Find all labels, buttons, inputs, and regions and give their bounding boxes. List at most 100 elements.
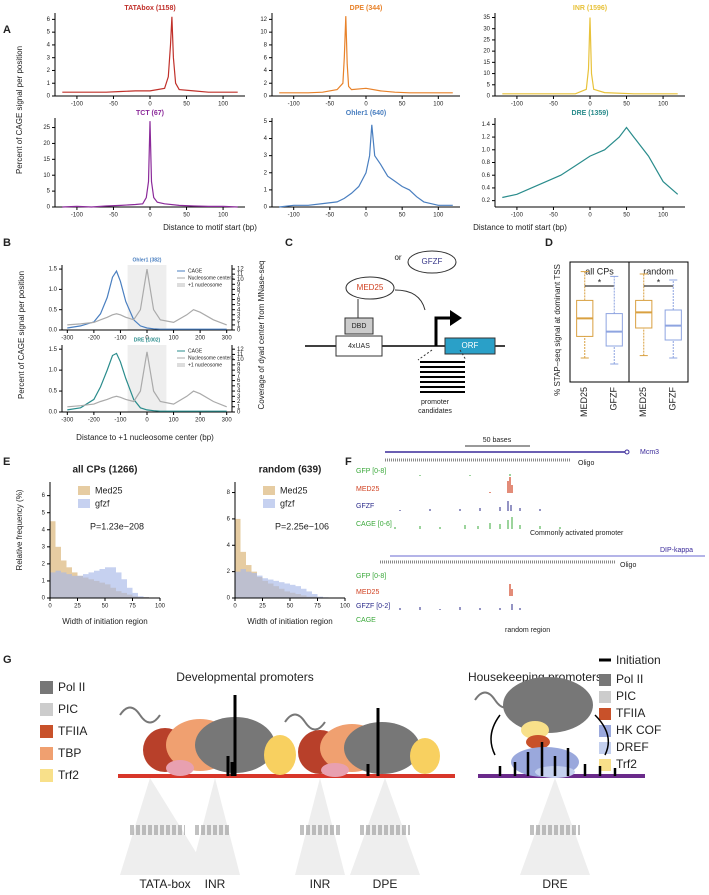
x-tick-label: 100 bbox=[433, 213, 444, 219]
y-tick-label: 30 bbox=[483, 26, 490, 32]
chart-title: INR (1596) bbox=[573, 5, 607, 12]
x-tick-label: GFZF bbox=[668, 387, 678, 411]
legend-label: Nucleosome centers bbox=[188, 355, 234, 361]
y-tick-label: 12 bbox=[260, 17, 267, 23]
legend-label: CAGE bbox=[188, 268, 203, 274]
swatch bbox=[599, 708, 611, 720]
med25-shape bbox=[345, 276, 395, 300]
swatch bbox=[599, 742, 611, 754]
legend-label: gfzf bbox=[280, 498, 295, 508]
track-label: MED25 bbox=[356, 589, 379, 596]
label: candidates bbox=[418, 408, 452, 415]
bar bbox=[235, 518, 241, 598]
track-signal bbox=[399, 604, 521, 610]
swatch bbox=[40, 725, 53, 738]
label: GFZF bbox=[422, 257, 443, 266]
x-tick-label: 50 bbox=[183, 102, 190, 108]
series-line bbox=[502, 17, 678, 95]
legend-swatch bbox=[78, 499, 90, 508]
y-tick-label: 6 bbox=[47, 17, 51, 23]
track-label: GFP [0-8] bbox=[356, 573, 386, 580]
chart-title: random (639) bbox=[259, 465, 322, 476]
x-tick-label: 0 bbox=[48, 604, 52, 610]
bar bbox=[94, 570, 100, 598]
chart-title: all CPs (1266) bbox=[72, 465, 137, 476]
y2-tick-label: 11 bbox=[237, 352, 244, 358]
facet-label: random bbox=[643, 266, 674, 276]
y-tick-label: 3 bbox=[47, 55, 51, 61]
x-tick-label: -100 bbox=[288, 213, 301, 219]
track-label: CAGE bbox=[356, 617, 376, 624]
x-axis-label: Width of initiation region bbox=[62, 617, 147, 626]
chart-title: DRE (1002) bbox=[134, 337, 161, 343]
bar bbox=[50, 521, 56, 598]
x-tick-label: 100 bbox=[218, 102, 229, 108]
x-tick-label: -50 bbox=[326, 102, 335, 108]
swatch bbox=[40, 747, 53, 760]
bar bbox=[72, 575, 78, 598]
chart-title: DRE (1359) bbox=[572, 110, 609, 117]
track-signal bbox=[399, 501, 541, 511]
x-tick-label: 0 bbox=[145, 336, 149, 342]
bar bbox=[273, 580, 279, 598]
x-tick-label: -100 bbox=[511, 213, 524, 219]
bar bbox=[312, 594, 318, 598]
arrow bbox=[394, 289, 426, 311]
bar bbox=[110, 567, 116, 598]
legend-label: Initiation bbox=[616, 653, 661, 667]
y-tick-label: 5 bbox=[47, 30, 51, 36]
x-tick-label: 50 bbox=[183, 213, 190, 219]
bar bbox=[66, 574, 72, 598]
annotation: P=1.23e−208 bbox=[90, 521, 144, 531]
series-line bbox=[279, 16, 453, 94]
swatch bbox=[40, 769, 53, 782]
title: Developmental promoters bbox=[176, 670, 313, 684]
legend: Initiation Pol II PIC TFIIA HK COF DREF … bbox=[599, 653, 661, 771]
y-tick-label: 1.5 bbox=[49, 267, 58, 273]
panel-label: D bbox=[545, 237, 553, 249]
x-tick-label: 200 bbox=[195, 336, 206, 342]
legend-label: Pol II bbox=[616, 672, 643, 686]
swatch bbox=[599, 691, 611, 703]
y2-tick-label: 2 bbox=[237, 317, 241, 323]
y2-tick-label: 10 bbox=[237, 357, 244, 363]
x-tick-label: 100 bbox=[169, 418, 180, 424]
x-tick-label: -300 bbox=[61, 336, 74, 342]
y-tick-label: 0 bbox=[264, 94, 268, 100]
x-tick-label: -100 bbox=[71, 213, 84, 219]
initiation bbox=[366, 708, 380, 776]
bar bbox=[317, 596, 323, 598]
swatch bbox=[599, 759, 611, 771]
x-tick-label: 0 bbox=[148, 102, 152, 108]
y-tick-label: 1.0 bbox=[49, 368, 58, 374]
x-tick-label: -100 bbox=[288, 102, 301, 108]
y-tick-label: 0.6 bbox=[482, 173, 491, 179]
legend-label: Pol II bbox=[58, 680, 85, 694]
complex bbox=[284, 708, 440, 777]
y-tick-label: 1.0 bbox=[482, 147, 491, 153]
track-label: CAGE [0-6] bbox=[356, 521, 392, 528]
y-tick-label: 0 bbox=[227, 596, 231, 602]
y-tick-label: 0.8 bbox=[482, 160, 491, 166]
x-tick-label: 50 bbox=[623, 102, 630, 108]
bar bbox=[88, 572, 94, 598]
y-tick-label: 2 bbox=[47, 68, 51, 74]
y-tick-label: 1 bbox=[42, 579, 46, 585]
x-tick-label: -50 bbox=[109, 102, 118, 108]
y2-tick-label: 7 bbox=[237, 292, 241, 298]
x-tick-label: -100 bbox=[71, 102, 84, 108]
legend-label: gfzf bbox=[95, 498, 110, 508]
y2-tick-label: 6 bbox=[237, 378, 241, 384]
y-tick-label: 15 bbox=[43, 157, 50, 163]
x-tick-label: MED25 bbox=[638, 387, 648, 417]
y2-tick-label: 12 bbox=[237, 347, 244, 353]
y-tick-label: 0 bbox=[42, 596, 46, 602]
x-axis-label: Distance to +1 nucleosome center (bp) bbox=[76, 433, 214, 442]
y-tick-label: 0.2 bbox=[482, 198, 491, 204]
y-axis-label: Percent of CAGE signal per position bbox=[17, 271, 26, 399]
y2-tick-label: 9 bbox=[237, 362, 241, 368]
panel-label: A bbox=[3, 24, 11, 36]
x-tick-label: 100 bbox=[155, 604, 166, 610]
complex bbox=[119, 695, 296, 776]
